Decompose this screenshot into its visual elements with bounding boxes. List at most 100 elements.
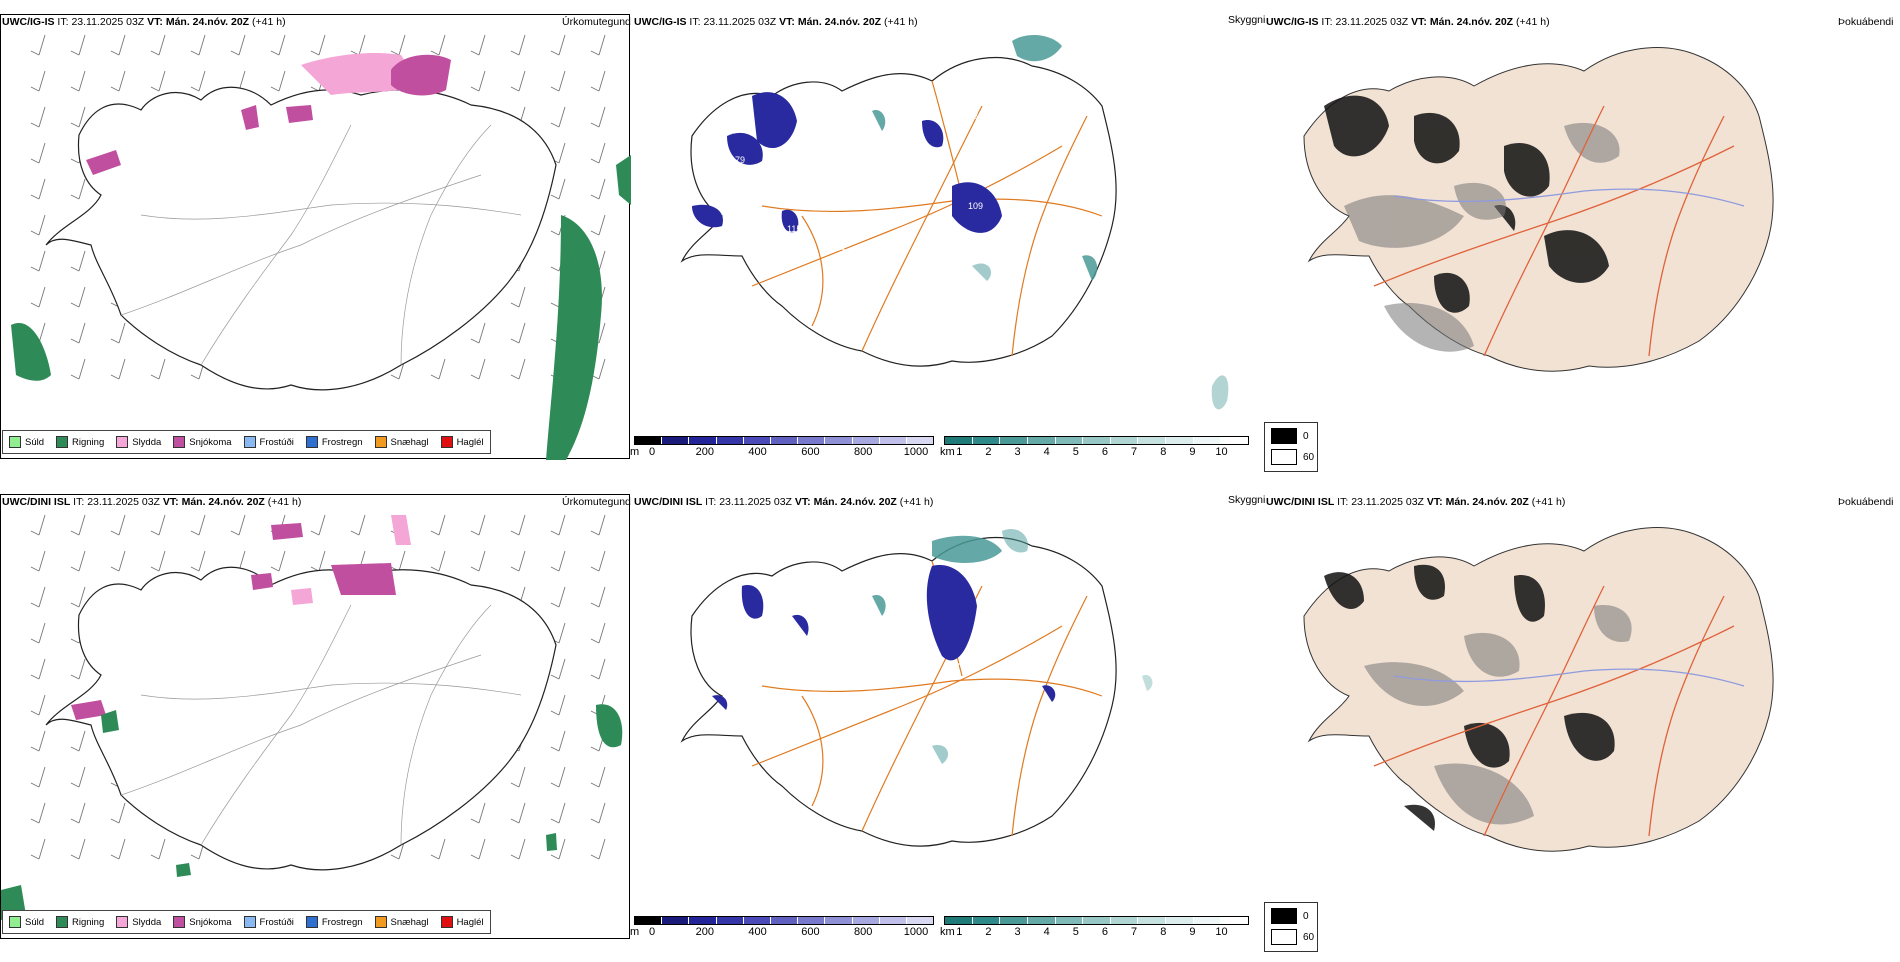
- wind-barb: [70, 586, 86, 608]
- visibility-colorbar: km 1 2 3 4 5 6 7 8 9 10: [940, 436, 1249, 466]
- iceland-coastline: [680, 536, 1117, 847]
- wind-barb: [150, 550, 166, 572]
- cover-legend: 0 60: [1264, 422, 1318, 472]
- wind-barb: [510, 514, 526, 536]
- legend-swatch: [305, 916, 318, 928]
- wind-barb: [270, 550, 286, 572]
- wind-barb: [30, 838, 46, 860]
- legend-label: Snjókoma: [189, 436, 232, 448]
- colorbar-step: [1000, 917, 1028, 924]
- model-name: UWC/IG-IS: [634, 16, 687, 28]
- colorbar-tick: 0: [648, 446, 656, 458]
- legend-item: Haglél: [440, 916, 484, 928]
- fog-dark-areas: [1324, 564, 1615, 831]
- colorbar-tick: 800: [854, 926, 873, 938]
- wind-barb: [550, 766, 566, 788]
- cover-legend-label: 60: [1303, 451, 1315, 463]
- colorbar-tick: 600: [801, 926, 820, 938]
- lead-time: (+41 h): [252, 16, 286, 28]
- wind-barb: [590, 106, 606, 128]
- colorbar-tick: 1000: [903, 926, 929, 938]
- wind-barb: [270, 70, 286, 92]
- colorbar-tick: 200: [695, 926, 714, 938]
- colorbar-step: [689, 917, 717, 924]
- colorbar-step: [1083, 917, 1111, 924]
- wind-barb: [150, 70, 166, 92]
- iceland-map: [1, 514, 623, 920]
- panel-title: UWC/IG-IS IT: 23.11.2025 03Z VT: Mán. 24…: [1266, 16, 1550, 28]
- legend-swatch: [173, 916, 186, 928]
- colorbar-tick: 2: [985, 446, 992, 458]
- legend-swatch: [305, 436, 318, 448]
- wind-barb: [70, 358, 86, 380]
- wind-barb: [70, 250, 86, 272]
- colorbar-tick: 7: [1131, 446, 1138, 458]
- wind-barb: [230, 34, 246, 56]
- wind-barb: [110, 838, 126, 860]
- colorbar-step: [689, 437, 717, 444]
- wind-barb: [550, 730, 566, 752]
- colorbar-tick: 9: [1189, 446, 1196, 458]
- vt-label: VT:: [1411, 16, 1427, 28]
- wind-barb: [70, 322, 86, 344]
- precip-type-panel: UWC/DINI ISL IT: 23.11.2025 03Z VT: Mán.…: [0, 492, 632, 950]
- panel-title: UWC/IG-IS IT: 23.11.2025 03Z VT: Mán. 24…: [634, 16, 918, 28]
- cloud-base-value: 97: [962, 684, 972, 694]
- vt-value: Mán. 24.nóv. 20Z: [165, 16, 250, 28]
- wind-barb: [590, 550, 606, 572]
- wind-barb: [30, 586, 46, 608]
- colorbar-step: [906, 917, 934, 924]
- visibility-colorbar: km 1 2 3 4 5 6 7 8 9 10: [940, 916, 1249, 946]
- cloud-base-value: 103: [732, 771, 747, 781]
- wind-barb: [190, 550, 206, 572]
- legend-label: Frostúði: [259, 916, 294, 928]
- fog-dark-areas: [1324, 95, 1609, 313]
- wind-barb: [150, 838, 166, 860]
- colorbar-tick: 800: [854, 446, 873, 458]
- cover-legend-item: 60: [1271, 929, 1317, 945]
- wind-barb: [470, 322, 486, 344]
- colorbar-step: [879, 917, 907, 924]
- wind-barb: [550, 70, 566, 92]
- visibility-areas: [872, 34, 1229, 410]
- it-value: 23.11.2025 03Z: [87, 496, 160, 508]
- wind-barb: [510, 766, 526, 788]
- lead-time: (+41 h): [899, 496, 934, 508]
- legend-label: Súld: [25, 916, 45, 928]
- cloud-base-value: 134: [830, 243, 845, 253]
- panel-title: UWC/DINI ISL IT: 23.11.2025 03Z VT: Mán.…: [1266, 496, 1565, 508]
- cover-legend-swatch: [1271, 428, 1297, 444]
- wind-barb: [550, 34, 566, 56]
- legend-item: Frostúði: [243, 436, 294, 448]
- wind-barb: [70, 34, 86, 56]
- colorbar-step: [1027, 917, 1056, 924]
- wind-barb: [70, 178, 86, 200]
- cover-legend-item: 0: [1271, 428, 1317, 444]
- wind-barb: [550, 178, 566, 200]
- legend-item: Snjókoma: [173, 436, 232, 448]
- wind-barb: [110, 322, 126, 344]
- cloud-base-value: 109: [968, 201, 983, 211]
- legend-item: Slydda: [116, 916, 161, 928]
- colorbar-step: [945, 917, 973, 924]
- legend-swatch: [243, 436, 256, 448]
- colorbar-step: [1055, 437, 1084, 444]
- wind-barb: [430, 838, 446, 860]
- legend-swatch: [116, 916, 129, 928]
- wind-barb: [70, 838, 86, 860]
- iceland-coastline: [45, 86, 557, 391]
- wind-barb: [310, 34, 326, 56]
- model-name: UWC/IG-IS: [2, 16, 55, 28]
- wind-barb: [470, 514, 486, 536]
- wind-barb: [30, 730, 46, 752]
- cover-legend-label: 0: [1303, 910, 1309, 922]
- visibility-panel: UWC/IG-IS IT: 23.11.2025 03Z VT: Mán. 24…: [630, 12, 1265, 470]
- road-network: [120, 604, 522, 846]
- colorbar-tick: 4: [1043, 446, 1050, 458]
- wind-barb: [30, 766, 46, 788]
- legend-swatch: [56, 436, 69, 448]
- forecast-row-dini-isl: UWC/DINI ISL IT: 23.11.2025 03Z VT: Mán.…: [0, 492, 1900, 962]
- colorbar-unit: m: [630, 926, 640, 938]
- wind-barb: [110, 34, 126, 56]
- wind-barb: [590, 178, 606, 200]
